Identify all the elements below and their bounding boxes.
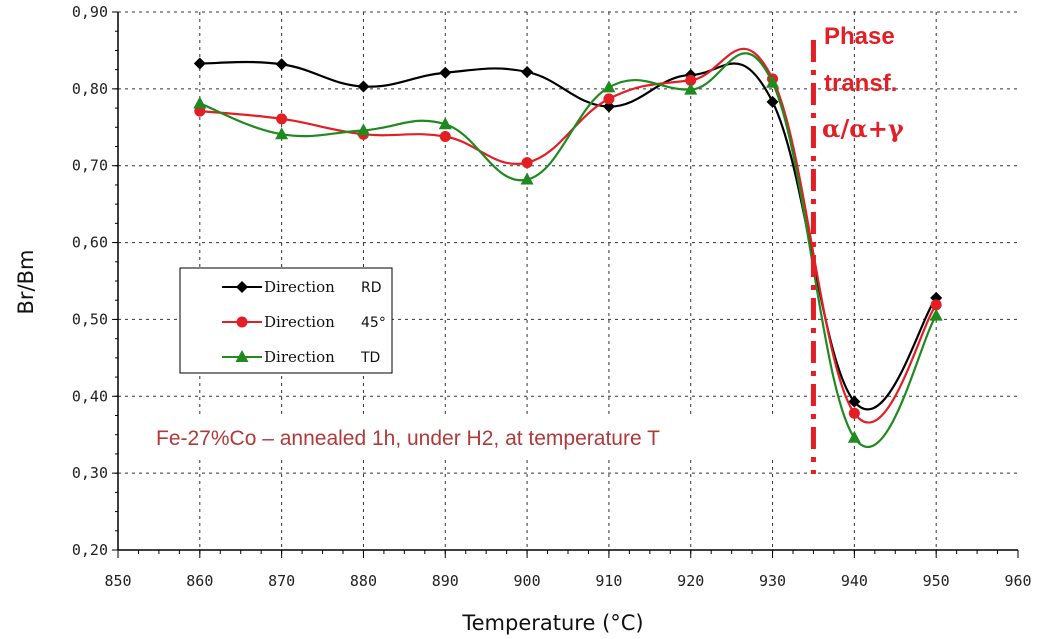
data-point	[356, 123, 370, 136]
y-axis-title: Br/Bm	[14, 250, 38, 315]
x-axis-title: Temperature (°C)	[461, 611, 643, 635]
phase-label-1: Phase	[824, 23, 895, 50]
data-point	[602, 80, 616, 93]
data-point	[275, 127, 289, 140]
data-point	[439, 131, 451, 143]
x-tick-label: 930	[759, 572, 786, 590]
data-point	[520, 172, 534, 185]
data-point	[357, 80, 370, 93]
series-RD	[193, 57, 943, 411]
tick-labels: 0,20 0,30 0,40 0,50 0,60 0,70 0,80 0,90 850 860 87…	[72, 3, 1032, 590]
data-point	[766, 95, 779, 108]
x-tick-label: 950	[923, 572, 950, 590]
legend-marker	[235, 350, 249, 362]
y-tick-label: 0,90	[72, 3, 108, 21]
data-point	[685, 74, 697, 86]
data-point	[603, 93, 615, 105]
data-point	[521, 157, 533, 169]
y-tick-label: 0,40	[72, 387, 108, 405]
x-tick-label: 940	[841, 572, 868, 590]
phase-label-3: α/α+γ	[822, 114, 904, 143]
y-tick-label: 0,60	[72, 234, 108, 252]
sample-annotation-box	[152, 418, 774, 456]
legend-code: RD	[361, 280, 382, 296]
y-tick-label: 0,30	[72, 464, 108, 482]
axes	[112, 11, 1019, 558]
legend-label: Direction	[264, 348, 335, 366]
legend-box	[179, 267, 393, 374]
legend-code: TD	[360, 350, 380, 366]
x-tick-label: 910	[595, 572, 622, 590]
series-line	[199, 52, 938, 448]
data-point	[766, 75, 780, 88]
x-tick-label: 920	[677, 572, 704, 590]
x-tick-label: 960	[1004, 572, 1031, 590]
y-tick-label: 0,50	[72, 310, 108, 328]
y-tick-label: 0,70	[72, 157, 108, 175]
legend: Direction RD Direction 45° Direction TD	[179, 267, 393, 374]
series-line	[199, 60, 938, 411]
data-point	[930, 299, 942, 311]
x-tick-label: 890	[432, 572, 459, 590]
legend-code: 45°	[361, 315, 386, 331]
y-tick-label: 0,20	[72, 541, 108, 559]
series	[193, 47, 943, 448]
x-tick-label: 850	[104, 572, 131, 590]
data-point	[847, 430, 861, 443]
data-point	[439, 66, 452, 79]
data-point	[193, 57, 206, 70]
x-tick-label: 870	[268, 572, 295, 590]
x-tick-label: 900	[514, 572, 541, 590]
legend-label: Direction	[264, 278, 335, 296]
data-point	[929, 308, 943, 321]
data-point	[848, 407, 860, 419]
phase-label-2: transf.	[824, 70, 897, 97]
y-tick-label: 0,80	[72, 80, 108, 98]
x-tick-label: 860	[186, 572, 213, 590]
series-TD	[193, 52, 943, 448]
x-tick-label: 880	[350, 572, 377, 590]
sample-annotation: Fe-27%Co – annealed 1h, under H2, at tem…	[156, 427, 660, 450]
data-point	[276, 113, 288, 125]
legend-marker	[236, 316, 248, 328]
data-point	[602, 100, 615, 113]
data-point	[438, 117, 452, 130]
data-point	[848, 395, 861, 408]
legend-marker	[236, 281, 248, 293]
data-point	[193, 96, 207, 109]
data-point	[275, 58, 288, 71]
legend-label: Direction	[264, 313, 335, 331]
data-point	[684, 82, 698, 95]
data-point	[521, 65, 534, 78]
